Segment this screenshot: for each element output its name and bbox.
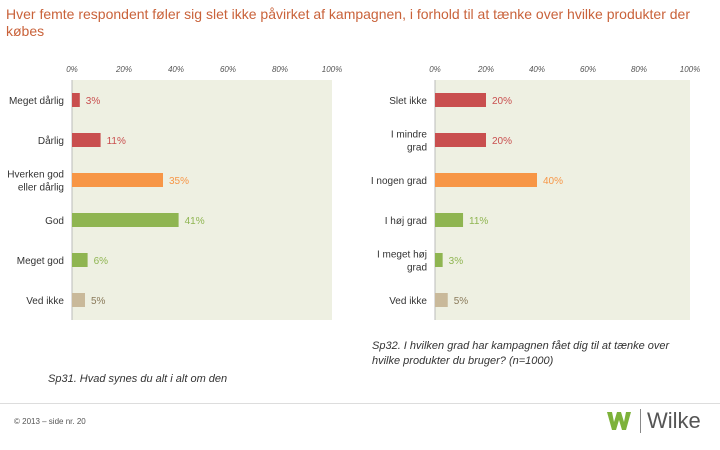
right-data-label: 40% (543, 176, 563, 187)
chart-left-plot-area (72, 80, 332, 320)
left-category-label: Hverken god eller dårlig (7, 170, 64, 194)
right-bar (435, 93, 486, 107)
left-tick-label: 80% (272, 65, 288, 74)
left-bar (72, 213, 179, 227)
right-category-label: Slet ikke (389, 96, 427, 107)
left-data-label: 6% (94, 256, 109, 267)
page-title: Hver femte respondent føler sig slet ikk… (6, 6, 690, 39)
left-data-label: 35% (169, 176, 189, 187)
right-data-label: 20% (492, 136, 512, 147)
right-data-label: 20% (492, 96, 512, 107)
left-bar (72, 133, 101, 147)
left-tick-label: 40% (168, 65, 184, 74)
chart-right-caption: Sp32. I hvilken grad har kampagnen fået … (372, 340, 670, 367)
left-tick-label: 20% (115, 65, 132, 74)
chart-right-plot-area (435, 80, 690, 320)
logo-text: Wilke (647, 408, 701, 433)
left-category-label: God (45, 216, 64, 227)
right-tick-label: 20% (477, 65, 494, 74)
left-tick-label: 60% (220, 65, 236, 74)
right-tick-label: 80% (631, 65, 647, 74)
right-bar (435, 133, 486, 147)
right-category-label: I meget høj grad (377, 250, 427, 274)
right-tick-label: 40% (529, 65, 545, 74)
left-category-label: Meget god (17, 256, 64, 267)
left-bar (72, 173, 163, 187)
right-bar (435, 213, 464, 227)
right-category-label: I nogen grad (371, 176, 427, 187)
right-data-label: 5% (454, 296, 469, 307)
left-data-label: 5% (91, 296, 106, 307)
right-tick-label: 0% (429, 65, 441, 74)
right-category-label: I høj grad (385, 216, 427, 227)
right-data-label: 11% (469, 216, 488, 227)
chart-left-caption: Sp31. Hvad synes du alt i alt om den (48, 373, 228, 385)
left-bar (72, 253, 88, 267)
right-data-label: 3% (449, 256, 464, 267)
right-bar (435, 293, 448, 307)
footer-page-number: © 2013 – side nr. 20 (14, 417, 86, 426)
logo-separator (640, 409, 641, 433)
left-bar (72, 293, 85, 307)
wilke-logo: Wilke (606, 408, 701, 434)
left-tick-label: 100% (322, 65, 342, 74)
left-data-label: 3% (86, 96, 101, 107)
right-tick-label: 60% (580, 65, 596, 74)
right-category-label: Ved ikke (389, 296, 427, 307)
right-tick-label: 100% (680, 65, 700, 74)
wilke-logo-icon (607, 412, 631, 430)
right-bar (435, 253, 443, 267)
left-bar (72, 93, 80, 107)
left-tick-label: 0% (66, 65, 78, 74)
left-category-label: Ved ikke (26, 296, 64, 307)
left-data-label: 11% (107, 136, 126, 147)
left-category-label: Dårlig (38, 135, 64, 147)
footer-divider (0, 403, 720, 404)
right-bar (435, 173, 537, 187)
left-data-label: 41% (185, 216, 205, 227)
right-category-label: I mindre grad (391, 130, 428, 154)
left-category-label: Meget dårlig (9, 95, 64, 107)
